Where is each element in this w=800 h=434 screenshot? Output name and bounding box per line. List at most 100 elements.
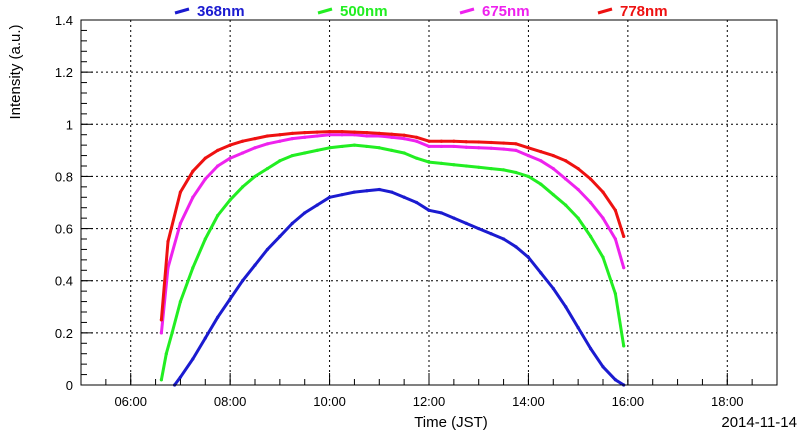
x-tick-label: 12:00 bbox=[413, 394, 446, 409]
data-point bbox=[622, 266, 626, 270]
data-point bbox=[203, 156, 207, 160]
data-point bbox=[539, 182, 543, 186]
data-point bbox=[240, 185, 245, 189]
data-point bbox=[564, 177, 568, 181]
data-point bbox=[526, 146, 531, 150]
data-point bbox=[414, 200, 419, 205]
data-point bbox=[340, 144, 344, 149]
data-point bbox=[526, 255, 531, 259]
data-point bbox=[477, 140, 481, 144]
data-point bbox=[191, 357, 195, 361]
series-line-500nm bbox=[159, 143, 626, 382]
data-point bbox=[365, 189, 369, 193]
data-point bbox=[551, 167, 555, 171]
data-point bbox=[427, 139, 431, 143]
data-point bbox=[489, 232, 493, 236]
series-layer bbox=[159, 129, 626, 387]
data-point bbox=[588, 346, 593, 351]
data-point bbox=[340, 193, 344, 197]
data-point bbox=[477, 226, 481, 231]
data-point bbox=[352, 130, 357, 134]
legend-swatch bbox=[317, 7, 333, 15]
data-point bbox=[290, 153, 294, 158]
data-point bbox=[203, 336, 207, 340]
data-point bbox=[564, 203, 568, 207]
legend-label: 500nm bbox=[340, 3, 388, 20]
data-point bbox=[601, 190, 605, 194]
series-line-368nm bbox=[173, 188, 626, 387]
data-point bbox=[613, 292, 618, 296]
data-point bbox=[501, 141, 506, 145]
data-point bbox=[265, 142, 270, 146]
data-point bbox=[303, 211, 307, 215]
data-point bbox=[178, 375, 183, 379]
y-tick-label: 0.8 bbox=[55, 169, 73, 184]
data-point bbox=[278, 139, 282, 143]
data-point bbox=[315, 130, 319, 134]
data-point bbox=[290, 131, 294, 136]
y-axis-title: Intensity (a.u.) bbox=[7, 24, 24, 119]
data-point bbox=[240, 279, 245, 283]
data-point bbox=[303, 135, 307, 139]
data-point bbox=[427, 208, 431, 212]
data-point bbox=[464, 140, 468, 144]
data-point bbox=[178, 221, 183, 225]
data-point bbox=[216, 315, 220, 319]
data-point bbox=[216, 213, 220, 218]
data-point bbox=[439, 161, 444, 165]
data-point bbox=[390, 135, 394, 139]
data-point bbox=[551, 153, 555, 158]
data-point bbox=[164, 352, 168, 356]
x-tick-label: 14:00 bbox=[512, 394, 545, 409]
data-point bbox=[327, 146, 332, 150]
y-tick-label: 0.2 bbox=[55, 326, 73, 341]
x-tick-label: 08:00 bbox=[214, 394, 247, 409]
data-point bbox=[191, 266, 195, 270]
legend-label: 368nm bbox=[197, 3, 245, 20]
data-point bbox=[452, 163, 456, 167]
data-point bbox=[390, 148, 394, 152]
data-point bbox=[265, 167, 270, 171]
date-label: 2014-11-14 bbox=[721, 414, 797, 431]
y-tick-label: 0.6 bbox=[55, 222, 73, 237]
data-point bbox=[576, 167, 580, 171]
data-point bbox=[464, 145, 468, 149]
data-point bbox=[203, 177, 207, 181]
data-point bbox=[539, 271, 543, 275]
data-point bbox=[216, 148, 220, 152]
data-point bbox=[253, 263, 257, 267]
data-point bbox=[303, 151, 307, 155]
data-point bbox=[526, 174, 531, 179]
data-point bbox=[327, 133, 332, 137]
data-point bbox=[327, 195, 332, 199]
data-point bbox=[489, 146, 493, 150]
legend-label: 675nm bbox=[482, 3, 530, 20]
data-point bbox=[402, 133, 406, 137]
data-point bbox=[402, 195, 406, 199]
y-tick-label: 1 bbox=[66, 117, 73, 132]
data-point bbox=[340, 133, 344, 137]
data-point bbox=[613, 208, 618, 212]
data-point bbox=[452, 139, 456, 143]
data-point bbox=[240, 139, 245, 143]
data-point bbox=[253, 137, 257, 141]
data-point bbox=[576, 187, 580, 192]
data-point bbox=[315, 203, 319, 207]
data-point bbox=[501, 168, 506, 172]
data-point bbox=[303, 131, 307, 135]
data-point bbox=[377, 134, 381, 138]
legend-swatch bbox=[174, 7, 190, 15]
data-point bbox=[539, 159, 543, 163]
data-point bbox=[452, 216, 456, 220]
data-point bbox=[352, 190, 357, 194]
data-point bbox=[159, 378, 163, 382]
data-point bbox=[489, 167, 493, 171]
data-point bbox=[278, 159, 282, 163]
data-point bbox=[265, 247, 270, 252]
y-tick-label: 0.4 bbox=[55, 274, 73, 289]
data-point bbox=[501, 147, 506, 151]
data-point bbox=[365, 134, 369, 138]
data-point bbox=[166, 240, 170, 244]
data-point bbox=[290, 221, 294, 225]
